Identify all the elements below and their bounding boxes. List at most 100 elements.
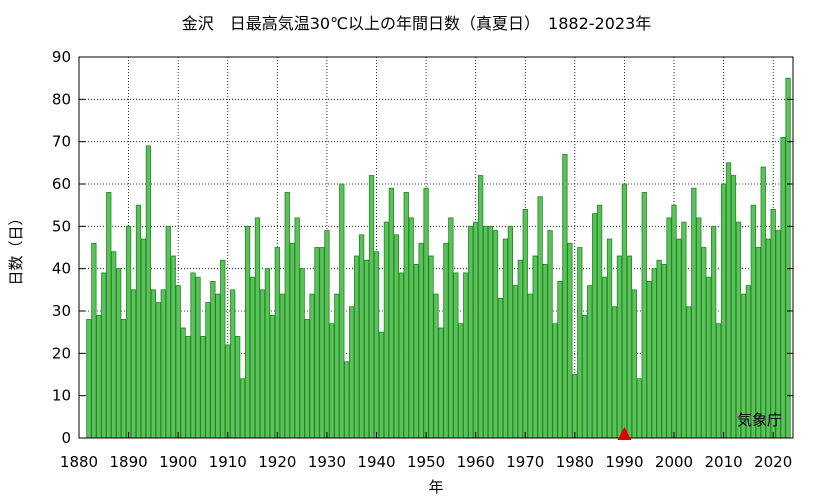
bar-1925 [299, 268, 305, 439]
bar-1918 [264, 268, 271, 439]
bar-2000 [671, 204, 677, 439]
x-axis-ticks: 1880 1890 1900 1910 1920 1930 1940 1950 1960 1970… [60, 432, 792, 471]
bar-1908 [215, 293, 221, 439]
bar-1911 [230, 289, 236, 439]
bar-1947 [408, 217, 414, 439]
x-tick-label: 2010 [704, 453, 742, 471]
bar-2005 [696, 217, 702, 439]
bar-2011 [725, 162, 732, 439]
bar-1990 [621, 183, 628, 439]
bar-1943 [388, 187, 395, 439]
bar-2023 [785, 77, 791, 439]
bar-1924 [294, 217, 300, 439]
bar-1914 [244, 225, 251, 439]
bar-1885 [101, 272, 107, 439]
bar-1998 [661, 264, 667, 439]
bar-1934 [344, 361, 350, 439]
y-tick-label: 80 [52, 90, 71, 108]
bar-1993 [636, 378, 642, 439]
bar-1967 [507, 225, 514, 439]
bar-1928 [314, 247, 320, 439]
bar-1929 [319, 247, 325, 439]
bar-1992 [631, 289, 637, 439]
bar-1903 [190, 272, 196, 439]
bar-1915 [249, 276, 256, 439]
bar-1960 [473, 221, 479, 439]
bar-1923 [289, 242, 295, 439]
y-tick-label: 60 [52, 175, 71, 193]
bar-1948 [413, 264, 419, 439]
bar-1926 [304, 319, 310, 439]
reference-marker-triangle [617, 427, 632, 440]
bar-1991 [626, 255, 633, 439]
bar-1945 [398, 272, 404, 439]
bar-1940 [373, 251, 380, 439]
bar-2004 [691, 187, 697, 439]
bar-1996 [651, 268, 657, 439]
bar-1970 [522, 208, 528, 439]
y-tick-label: 30 [52, 302, 71, 320]
plot-border [78, 56, 794, 439]
bar-1941 [378, 331, 385, 439]
bar-2006 [701, 247, 707, 439]
bar-1893 [140, 238, 147, 439]
bar-1927 [309, 293, 315, 439]
x-tick-label: 1970 [506, 453, 544, 471]
bar-1887 [111, 251, 117, 439]
bar-1910 [225, 344, 231, 439]
x-tick-label: 1890 [109, 453, 147, 471]
bar-1920 [274, 247, 280, 439]
bar-1937 [358, 234, 365, 439]
bar-1900 [175, 285, 181, 439]
bar-1961 [477, 175, 484, 439]
x-axis-label: 年 [428, 478, 443, 496]
y-tick-label: 50 [52, 217, 71, 235]
bar-1975 [547, 230, 553, 439]
bar-1888 [116, 268, 122, 439]
bar-2009 [715, 323, 722, 439]
bar-1982 [582, 314, 588, 439]
x-tick-label: 1930 [308, 453, 346, 471]
bar-1932 [334, 293, 340, 439]
bar-1912 [235, 335, 241, 439]
bar-1969 [517, 259, 523, 439]
bar-1883 [91, 242, 97, 439]
bar-2021 [775, 230, 781, 439]
bar-1949 [418, 242, 424, 439]
bar-1983 [587, 285, 593, 439]
y-tick-label: 70 [52, 133, 71, 151]
bar-1895 [150, 289, 156, 439]
y-tick-label: 10 [52, 387, 71, 405]
chart-title: 金沢 日最高気温30℃以上の年間日数（真夏日） 1882-2023年 [181, 14, 652, 33]
bar-1931 [329, 323, 335, 439]
bar-1989 [616, 255, 623, 439]
bar-1988 [611, 306, 618, 439]
bar-1921 [279, 293, 285, 439]
bar-1957 [458, 323, 464, 439]
y-tick-label: 0 [61, 429, 71, 447]
bar-1890 [125, 225, 132, 439]
bar-1959 [468, 225, 474, 439]
bar-1984 [592, 213, 598, 439]
bar-1971 [527, 293, 533, 439]
bar-1954 [443, 242, 449, 439]
bar-1977 [557, 280, 563, 439]
bar-1978 [562, 153, 568, 439]
bar-1946 [403, 192, 409, 439]
bar-1882 [86, 319, 92, 439]
bar-1981 [577, 247, 583, 439]
bar-1986 [601, 276, 608, 439]
bar-1965 [497, 297, 504, 439]
bar-1899 [170, 255, 176, 439]
bar-2020 [770, 208, 776, 439]
bar-2013 [735, 221, 742, 439]
bar-1939 [368, 175, 375, 439]
bar-1935 [349, 306, 355, 439]
bar-1902 [185, 335, 191, 439]
bars-group [86, 77, 791, 439]
bar-1892 [135, 204, 142, 439]
x-tick-label: 1980 [556, 453, 594, 471]
bar-1950 [423, 187, 429, 439]
x-tick-label: 1920 [258, 453, 296, 471]
